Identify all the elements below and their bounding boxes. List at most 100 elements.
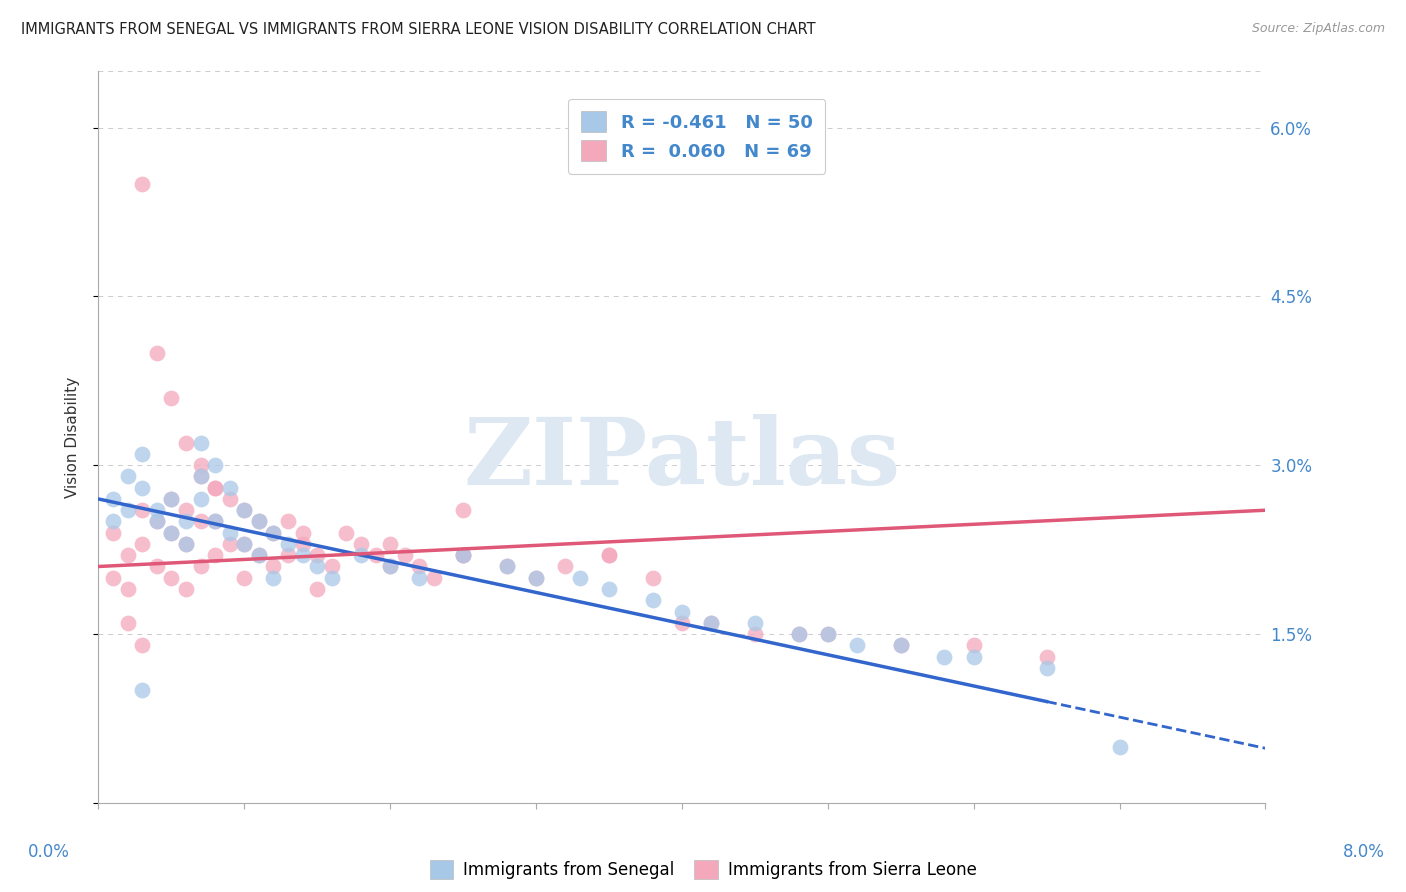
Point (262, 559, 284, 574)
Point (117, 503, 139, 517)
Point (146, 515, 169, 529)
Point (204, 481, 226, 495)
Point (190, 435, 212, 450)
Point (174, 537, 197, 551)
Point (846, 638, 869, 652)
Point (131, 481, 153, 495)
Point (307, 559, 329, 574)
Point (174, 435, 197, 450)
Point (160, 571, 183, 585)
Point (218, 491, 240, 506)
Point (350, 537, 373, 551)
Point (262, 525, 284, 540)
Point (204, 481, 226, 495)
Point (307, 582, 329, 596)
Text: IMMIGRANTS FROM SENEGAL VS IMMIGRANTS FROM SIERRA LEONE VISION DISABILITY CORREL: IMMIGRANTS FROM SENEGAL VS IMMIGRANTS FR… (21, 22, 815, 37)
Point (451, 548, 474, 562)
Point (218, 481, 240, 495)
Point (890, 638, 912, 652)
Point (598, 548, 620, 562)
Point (233, 571, 256, 585)
Point (204, 548, 226, 562)
Point (160, 391, 183, 405)
Point (817, 627, 839, 641)
Point (146, 559, 169, 574)
Point (247, 548, 270, 562)
Point (117, 548, 139, 562)
Point (160, 525, 183, 540)
Point (247, 515, 270, 529)
Point (787, 627, 810, 641)
Point (962, 638, 984, 652)
Point (190, 559, 212, 574)
Point (277, 537, 299, 551)
Point (378, 537, 402, 551)
Point (190, 458, 212, 473)
Legend: R = -0.461   N = 50, R =  0.060   N = 69: R = -0.461 N = 50, R = 0.060 N = 69 (568, 99, 825, 174)
Point (101, 491, 124, 506)
Point (364, 548, 387, 562)
Point (378, 559, 402, 574)
Point (378, 559, 402, 574)
Point (101, 571, 124, 585)
Point (423, 571, 446, 585)
Point (335, 525, 357, 540)
Point (817, 627, 839, 641)
Point (190, 515, 212, 529)
Point (117, 615, 139, 630)
Point (744, 627, 766, 641)
Point (131, 683, 153, 698)
Point (321, 571, 343, 585)
Point (233, 537, 256, 551)
Point (131, 638, 153, 652)
Point (744, 615, 766, 630)
Point (262, 525, 284, 540)
Point (117, 469, 139, 483)
Text: 0.0%: 0.0% (28, 843, 70, 861)
Point (1035, 661, 1057, 675)
Point (204, 458, 226, 473)
Point (451, 503, 474, 517)
Point (451, 548, 474, 562)
Point (787, 627, 810, 641)
Text: 8.0%: 8.0% (1343, 843, 1385, 861)
Point (218, 537, 240, 551)
Point (598, 548, 620, 562)
Point (291, 537, 314, 551)
Text: ZIPatlas: ZIPatlas (464, 414, 900, 504)
Point (350, 548, 373, 562)
Point (641, 571, 664, 585)
Point (218, 525, 240, 540)
Point (408, 559, 430, 574)
Point (1035, 649, 1057, 664)
Point (160, 491, 183, 506)
Point (146, 345, 169, 359)
Point (233, 537, 256, 551)
Point (451, 548, 474, 562)
Point (598, 582, 620, 596)
Point (890, 638, 912, 652)
Point (641, 593, 664, 607)
Point (101, 515, 124, 529)
Point (307, 548, 329, 562)
Point (700, 615, 723, 630)
Point (408, 571, 430, 585)
Point (131, 537, 153, 551)
Point (233, 503, 256, 517)
Point (174, 537, 197, 551)
Point (146, 515, 169, 529)
Legend: Immigrants from Senegal, Immigrants from Sierra Leone: Immigrants from Senegal, Immigrants from… (430, 860, 976, 880)
Point (160, 491, 183, 506)
Point (190, 469, 212, 483)
Point (190, 469, 212, 483)
Point (233, 503, 256, 517)
Point (174, 515, 197, 529)
Point (496, 559, 519, 574)
Point (160, 525, 183, 540)
Point (131, 503, 153, 517)
Point (247, 548, 270, 562)
Point (101, 525, 124, 540)
Point (1108, 739, 1130, 754)
Point (204, 515, 226, 529)
Point (247, 515, 270, 529)
